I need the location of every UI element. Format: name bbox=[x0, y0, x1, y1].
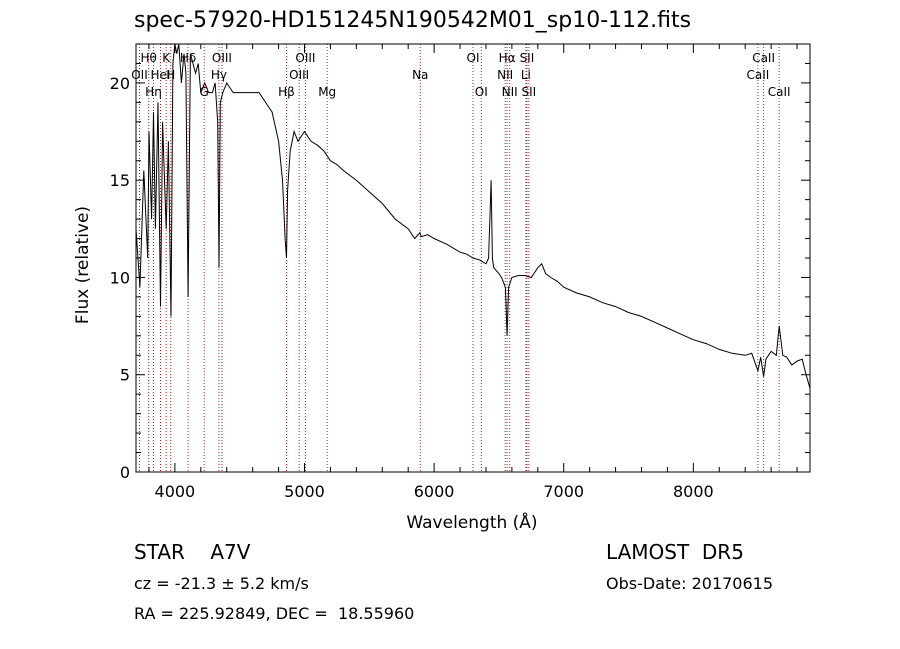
line-marker-label: OI bbox=[475, 85, 488, 99]
line-marker-label: CaII bbox=[768, 85, 791, 99]
y-tick-label: 15 bbox=[110, 171, 130, 190]
tick-marks bbox=[136, 43, 810, 473]
x-tick-label: 4000 bbox=[155, 482, 196, 501]
chart-title: spec-57920-HD151245N190542M01_sp10-112.f… bbox=[134, 8, 692, 33]
line-marker-labels: OII Hθ Hη HeI KH Hδ GHγ OIII Hβ OIII OIII Mg Na OI OI N… bbox=[131, 51, 790, 99]
line-marker-label: OI bbox=[467, 51, 480, 65]
line-marker-label: Na bbox=[412, 68, 428, 82]
line-marker-label: Mg bbox=[318, 85, 336, 99]
line-marker-label: NII bbox=[497, 68, 513, 82]
line-marker-label: SII bbox=[522, 85, 537, 99]
line-marker-label: NII bbox=[502, 85, 518, 99]
line-marker-label: H bbox=[166, 68, 175, 82]
y-tick-label: 0 bbox=[120, 463, 130, 482]
line-markers bbox=[138, 44, 780, 472]
line-marker-label: Hθ bbox=[141, 51, 157, 65]
line-marker-label: HeI bbox=[151, 68, 171, 82]
spectrum-line bbox=[135, 43, 811, 389]
line-marker-label: Hγ bbox=[211, 68, 227, 82]
line-marker-label: SII bbox=[520, 51, 535, 65]
line-marker-label: G bbox=[200, 85, 209, 99]
y-axis-label: Flux (relative) bbox=[73, 206, 93, 324]
y-tick-label: 20 bbox=[110, 74, 130, 93]
line-marker-label: CaII bbox=[752, 51, 775, 65]
line-marker-label: Hα bbox=[499, 51, 516, 65]
line-marker-label: Li bbox=[521, 68, 531, 82]
tick-labels: 4000 5000 6000 7000 8000 0 5 10 15 20 bbox=[110, 74, 714, 501]
line-marker-label: Hη bbox=[145, 85, 162, 99]
line-marker-label: OIII bbox=[212, 51, 232, 65]
line-marker-label: K bbox=[162, 51, 171, 65]
line-marker-label: OII bbox=[131, 68, 148, 82]
x-tick-label: 5000 bbox=[284, 482, 325, 501]
x-tick-label: 6000 bbox=[414, 482, 455, 501]
line-marker-label: Hβ bbox=[278, 85, 295, 99]
survey-text: LAMOST DR5 bbox=[606, 540, 744, 564]
x-tick-label: 7000 bbox=[543, 482, 584, 501]
spectrum-chart: 4000 5000 6000 7000 8000 0 5 10 15 20 OII Hθ Hη HeI K… bbox=[73, 43, 811, 533]
redshift-text: cz = -21.3 ± 5.2 km/s bbox=[134, 574, 309, 593]
y-tick-label: 5 bbox=[120, 366, 130, 385]
star-type-text: STAR A7V bbox=[134, 540, 251, 564]
line-marker-label: Hδ bbox=[180, 51, 196, 65]
obs-date-text: Obs-Date: 20170615 bbox=[606, 574, 774, 593]
line-marker-label: OIII bbox=[289, 68, 309, 82]
coordinates-text: RA = 225.92849, DEC = 18.55960 bbox=[134, 604, 415, 623]
y-tick-label: 10 bbox=[110, 268, 130, 287]
line-marker-label: CaII bbox=[746, 68, 769, 82]
x-axis-label: Wavelength (Å) bbox=[406, 511, 537, 533]
x-tick-label: 8000 bbox=[673, 482, 714, 501]
line-marker-label: OIII bbox=[295, 51, 315, 65]
